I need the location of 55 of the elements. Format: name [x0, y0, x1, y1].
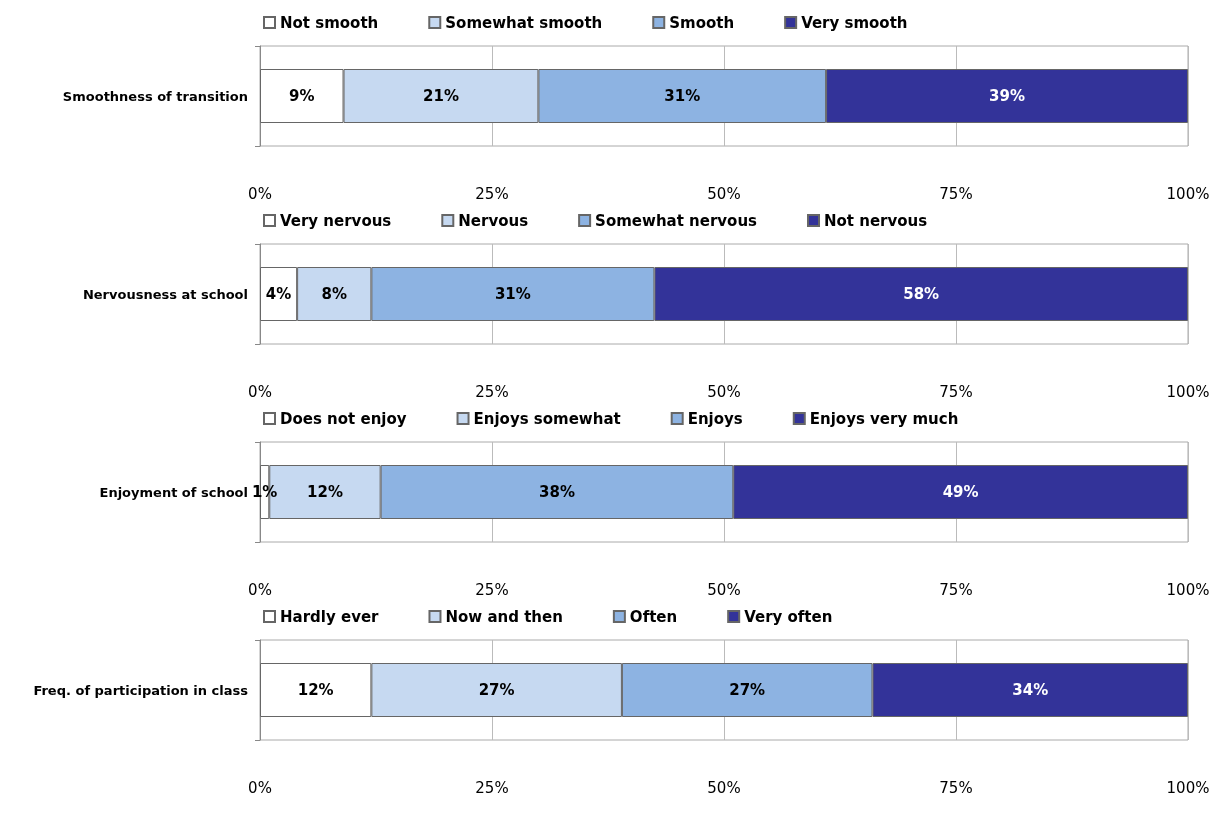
legend-label: Very smooth: [801, 13, 908, 32]
data-label: 31%: [494, 285, 531, 303]
x-tick-label: 75%: [939, 580, 973, 599]
x-tick-label: 0%: [248, 184, 272, 203]
legend-label: Hardly ever: [280, 607, 380, 626]
data-label: 38%: [539, 483, 575, 501]
x-tick-label: 75%: [939, 778, 973, 797]
legend-label: Somewhat smooth: [445, 13, 603, 32]
x-tick-label: 25%: [475, 382, 509, 401]
data-label: 58%: [903, 285, 940, 303]
legend-label: Does not enjoy: [280, 409, 407, 428]
y-tick-label: Freq. of participation in class: [33, 682, 249, 698]
data-label: 49%: [942, 483, 979, 501]
data-label: 9%: [289, 87, 315, 105]
x-tick-label: 0%: [248, 778, 272, 797]
x-tick-label: 100%: [1166, 778, 1210, 797]
x-tick-label: 0%: [248, 580, 272, 599]
x-tick-label: 25%: [475, 580, 509, 599]
legend-label: Somewhat nervous: [595, 211, 758, 230]
x-tick-label: 100%: [1166, 580, 1210, 599]
data-label: 12%: [307, 483, 343, 501]
data-label: 21%: [423, 87, 459, 105]
y-tick-label: Smoothness of transition: [62, 88, 248, 104]
x-tick-label: 100%: [1166, 184, 1210, 203]
legend-label: Not nervous: [824, 211, 928, 230]
legend-label: Very often: [744, 607, 833, 626]
y-tick-label: Enjoyment of school: [99, 484, 248, 500]
y-tick-label: Nervousness at school: [82, 286, 248, 302]
legend-label: Very nervous: [280, 211, 392, 230]
legend-label: Enjoys: [687, 409, 743, 428]
data-label: 8%: [321, 285, 347, 303]
data-label: 39%: [989, 87, 1025, 105]
x-tick-label: 25%: [475, 778, 509, 797]
data-label: 34%: [1012, 681, 1049, 699]
data-label: 12%: [297, 681, 334, 699]
x-tick-label: 100%: [1166, 382, 1210, 401]
legend-label: Smooth: [669, 13, 735, 32]
x-tick-label: 50%: [707, 580, 741, 599]
legend-label: Often: [629, 607, 678, 626]
legend-label: Nervous: [458, 211, 529, 230]
data-label: 31%: [664, 87, 701, 105]
legend-label: Enjoys somewhat: [473, 409, 621, 428]
x-tick-label: 25%: [475, 184, 509, 203]
x-tick-label: 50%: [707, 184, 741, 203]
x-tick-label: 75%: [939, 184, 973, 203]
x-tick-label: 50%: [707, 778, 741, 797]
x-tick-label: 0%: [248, 382, 272, 401]
data-label: 27%: [478, 681, 515, 699]
legend-label: Not smooth: [280, 13, 379, 32]
x-tick-label: 75%: [939, 382, 973, 401]
x-tick-label: 50%: [707, 382, 741, 401]
data-label: 27%: [729, 681, 766, 699]
legend-label: Now and then: [445, 607, 563, 626]
legend-label: Enjoys very much: [809, 409, 959, 428]
data-label: 4%: [265, 285, 292, 303]
